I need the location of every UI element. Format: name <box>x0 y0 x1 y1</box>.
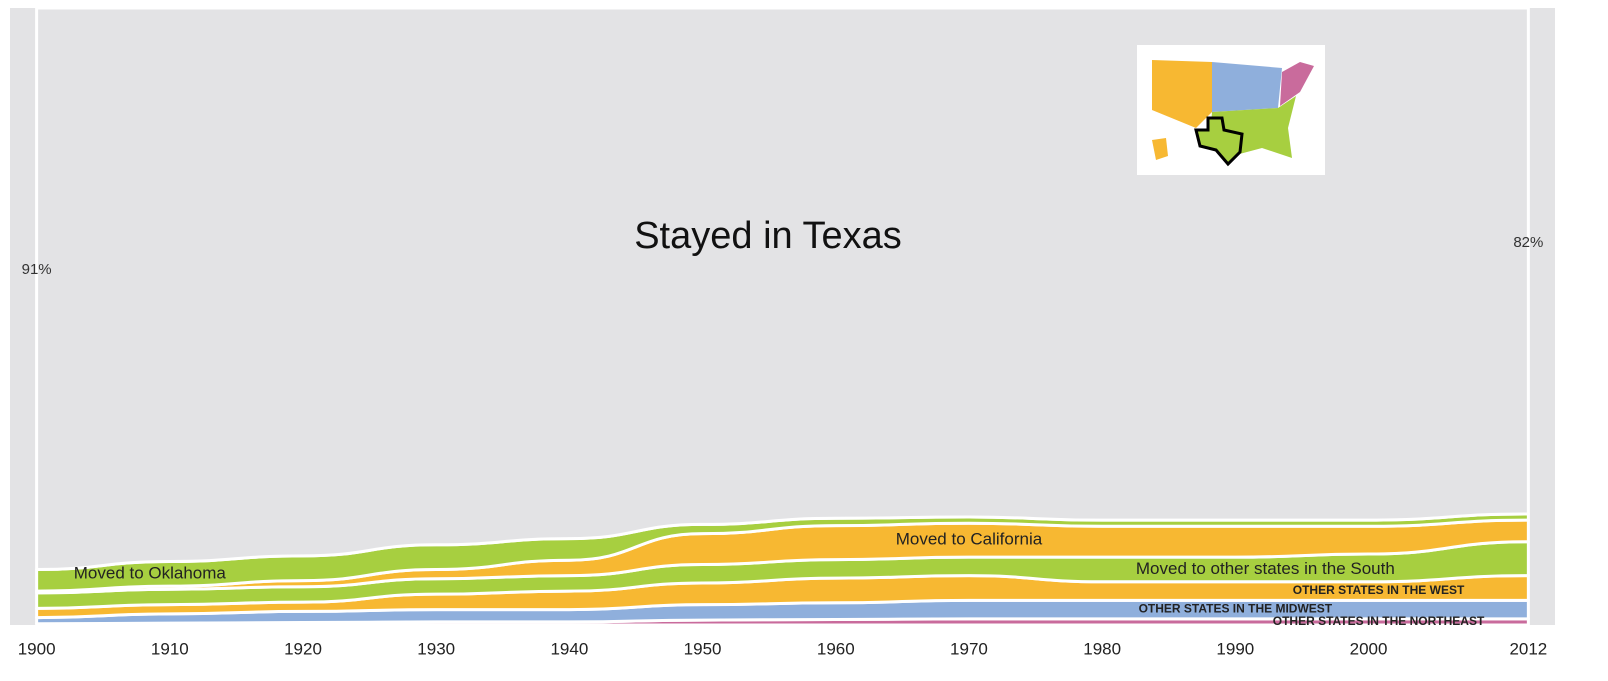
x-tick-label: 2012 <box>1509 639 1547 658</box>
value-label: 82% <box>1513 234 1543 251</box>
x-tick-label: 1940 <box>550 639 588 658</box>
x-tick-label: 1970 <box>950 639 988 658</box>
x-tick-label: 1960 <box>817 639 855 658</box>
x-tick-label: 1950 <box>684 639 722 658</box>
x-tick-label: 1980 <box>1083 639 1121 658</box>
band-label: Moved to other states in the South <box>1136 559 1395 578</box>
band-label: OTHER STATES IN THE WEST <box>1293 583 1465 597</box>
band-label: OTHER STATES IN THE MIDWEST <box>1139 602 1333 616</box>
band-label: Moved to Oklahoma <box>74 563 227 582</box>
value-label: 91% <box>22 261 52 278</box>
band-label: Moved to California <box>896 530 1043 549</box>
x-tick-label: 1910 <box>151 639 189 658</box>
band-label: OTHER STATES IN THE NORTHEAST <box>1273 614 1485 628</box>
x-tick-label: 2000 <box>1350 639 1388 658</box>
chart-title: Stayed in Texas <box>634 215 902 257</box>
x-tick-label: 1930 <box>417 639 455 658</box>
x-tick-label: 1990 <box>1216 639 1254 658</box>
region-map <box>1137 45 1325 175</box>
x-tick-label: 1920 <box>284 639 322 658</box>
x-tick-label: 1900 <box>18 639 56 658</box>
